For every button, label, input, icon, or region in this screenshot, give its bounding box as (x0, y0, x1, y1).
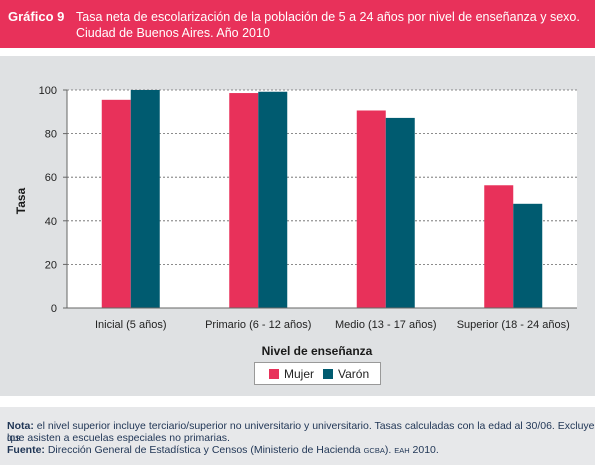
chart-title: Tasa neta de escolarización de la poblac… (76, 10, 580, 40)
source-eah: EAH (394, 446, 410, 455)
y-tick-label: 40 (45, 216, 57, 228)
y-tick-label: 20 (45, 259, 57, 271)
x-tick-label: Inicial (5 años) (95, 319, 167, 331)
y-axis-title: Tasa (14, 187, 28, 214)
y-tick-label: 100 (39, 85, 57, 97)
note-text-2: que asisten a escuelas especiales no pri… (7, 432, 230, 444)
note-label: Nota: (7, 420, 34, 432)
bar-mujer (484, 185, 514, 308)
source-text: Dirección General de Estadística y Censo… (44, 444, 364, 456)
chart-header: Gráfico 9 Tasa neta de escolarización de… (0, 0, 595, 48)
bar-mujer (229, 93, 259, 308)
source-end: 2010. (409, 444, 439, 456)
x-tick-label: Medio (13 - 17 años) (335, 319, 437, 331)
source-mid: ). (384, 444, 395, 456)
bar-varon (258, 91, 288, 308)
figure-label: Gráfico 9 (8, 9, 65, 24)
legend-label-mujer: Mujer (284, 367, 315, 381)
legend-item-varon: Varón (323, 367, 369, 381)
footnotes: Nota: el nivel superior incluye terciari… (0, 407, 595, 465)
note-line-1: Nota: el nivel superior incluye terciari… (7, 420, 595, 444)
x-axis-title: Nivel de enseñanza (262, 344, 373, 358)
source-line: Fuente: Dirección General de Estadística… (7, 444, 595, 457)
y-tick-label: 80 (45, 129, 57, 141)
x-tick-label: Primario (6 - 12 años) (205, 319, 311, 331)
x-tick-label: Superior (18 - 24 años) (457, 319, 570, 331)
legend-swatch-mujer (269, 369, 279, 379)
bar-mujer (356, 110, 386, 308)
bar-varon (130, 90, 160, 308)
chart-area: 0 20 40 60 80 100 Inicial (5 años) Primario (6… (0, 56, 595, 396)
legend: Mujer Varón (254, 362, 381, 385)
y-tick-label: 0 (51, 303, 57, 315)
bar-varon (513, 203, 543, 308)
note-text-1: el nivel superior incluye terciario/supe… (7, 420, 595, 444)
bar-varon (385, 117, 415, 309)
source-gcba: GCBA (363, 446, 385, 455)
bar-chart: 0 20 40 60 80 100 Inicial (5 años) Primario (6… (14, 85, 577, 358)
bar-mujer (101, 99, 131, 308)
note-line-2: que asisten a escuelas especiales no pri… (7, 432, 595, 444)
y-tick-label: 60 (45, 172, 57, 184)
legend-item-mujer: Mujer (269, 367, 314, 381)
legend-label-varon: Varón (338, 367, 370, 381)
legend-swatch-varon (323, 369, 333, 379)
source-label: Fuente: (7, 444, 45, 456)
